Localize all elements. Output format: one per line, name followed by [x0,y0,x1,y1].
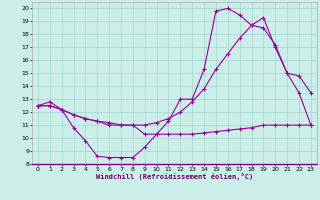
X-axis label: Windchill (Refroidissement éolien,°C): Windchill (Refroidissement éolien,°C) [96,173,253,180]
